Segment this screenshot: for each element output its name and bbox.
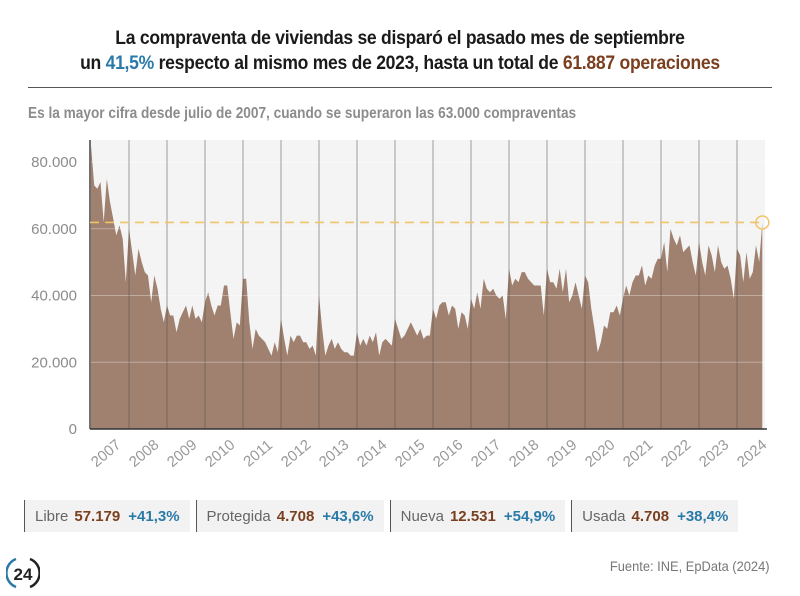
stat-usada: Usada 4.708 +38,4% bbox=[571, 500, 739, 532]
x-tick-label: 2012 bbox=[278, 436, 314, 470]
x-tick-label: 2011 bbox=[240, 437, 276, 471]
y-tick-label: 20.000 bbox=[31, 354, 77, 371]
x-tick-label: 2018 bbox=[506, 436, 542, 470]
x-tick-label: 2015 bbox=[392, 436, 428, 470]
highlight-marker bbox=[755, 215, 770, 230]
stat-label: Usada bbox=[582, 507, 626, 525]
stat-value: 4.708 bbox=[276, 507, 315, 525]
x-tick-label: 2020 bbox=[582, 436, 618, 470]
x-tick-label: 2013 bbox=[316, 436, 352, 470]
title-line-2-prefix: un bbox=[80, 52, 106, 74]
stat-change: +54,9% bbox=[503, 507, 556, 525]
logo-text: 24 bbox=[14, 565, 33, 584]
y-tick-label: 80.000 bbox=[31, 154, 77, 171]
x-tick-label: 2021 bbox=[620, 436, 656, 470]
x-tick-label: 2023 bbox=[696, 436, 732, 470]
area-series bbox=[91, 145, 763, 430]
chart-subtitle: Es la mayor cifra desde julio de 2007, c… bbox=[28, 105, 577, 122]
stat-label: Libre bbox=[35, 507, 69, 525]
stat-value: 4.708 bbox=[631, 507, 670, 525]
stat-nueva: Nueva 12.531 +54,9% bbox=[389, 500, 566, 532]
y-tick-label: 40.000 bbox=[31, 288, 77, 305]
x-tick-label: 2022 bbox=[658, 436, 694, 470]
stat-label: Nueva bbox=[400, 507, 444, 525]
x-tick-label: 2008 bbox=[126, 436, 162, 470]
x-tick-label: 2017 bbox=[468, 436, 504, 470]
x-tick-label: 2009 bbox=[164, 436, 200, 470]
title-divider bbox=[28, 87, 772, 88]
x-tick-label: 2016 bbox=[430, 436, 466, 470]
stat-change: +43,6% bbox=[322, 507, 374, 525]
chart-title: La compraventa de viviendas se disparó e… bbox=[40, 26, 760, 76]
stat-label: Protegida bbox=[206, 507, 271, 525]
title-line-2-middle: respecto al mismo mes de 2023, hasta un … bbox=[153, 52, 563, 74]
stat-change: +38,4% bbox=[677, 507, 729, 525]
brand-logo-24-icon: 24 bbox=[6, 557, 40, 589]
y-tick-label: 0 bbox=[69, 421, 77, 438]
title-highlight-percent: 41,5% bbox=[105, 52, 155, 74]
x-tick-label: 2010 bbox=[202, 436, 238, 470]
title-line-1: La compraventa de viviendas se disparó e… bbox=[115, 27, 685, 49]
stat-protegida: Protegida 4.708 +43,6% bbox=[195, 500, 384, 532]
stat-change: +41,3% bbox=[128, 507, 180, 525]
title-highlight-total: 61.887 operaciones bbox=[562, 52, 720, 74]
source-note: Fuente: INE, EpData (2024) bbox=[610, 558, 770, 574]
x-tick-label: 2024 bbox=[734, 436, 770, 470]
y-tick-label: 60.000 bbox=[31, 221, 77, 238]
x-tick-label: 2014 bbox=[354, 436, 390, 470]
title-line-2: un 41,5% respecto al mismo mes de 2023, … bbox=[40, 51, 760, 76]
x-tick-label: 2007 bbox=[88, 436, 124, 470]
stat-libre: Libre 57.179 +41,3% bbox=[24, 500, 190, 532]
stat-value: 12.531 bbox=[449, 507, 496, 525]
stats-bar: Libre 57.179 +41,3% Protegida 4.708 +43,… bbox=[24, 500, 744, 532]
stat-value: 57.179 bbox=[74, 507, 121, 525]
x-tick-label: 2019 bbox=[544, 436, 580, 470]
